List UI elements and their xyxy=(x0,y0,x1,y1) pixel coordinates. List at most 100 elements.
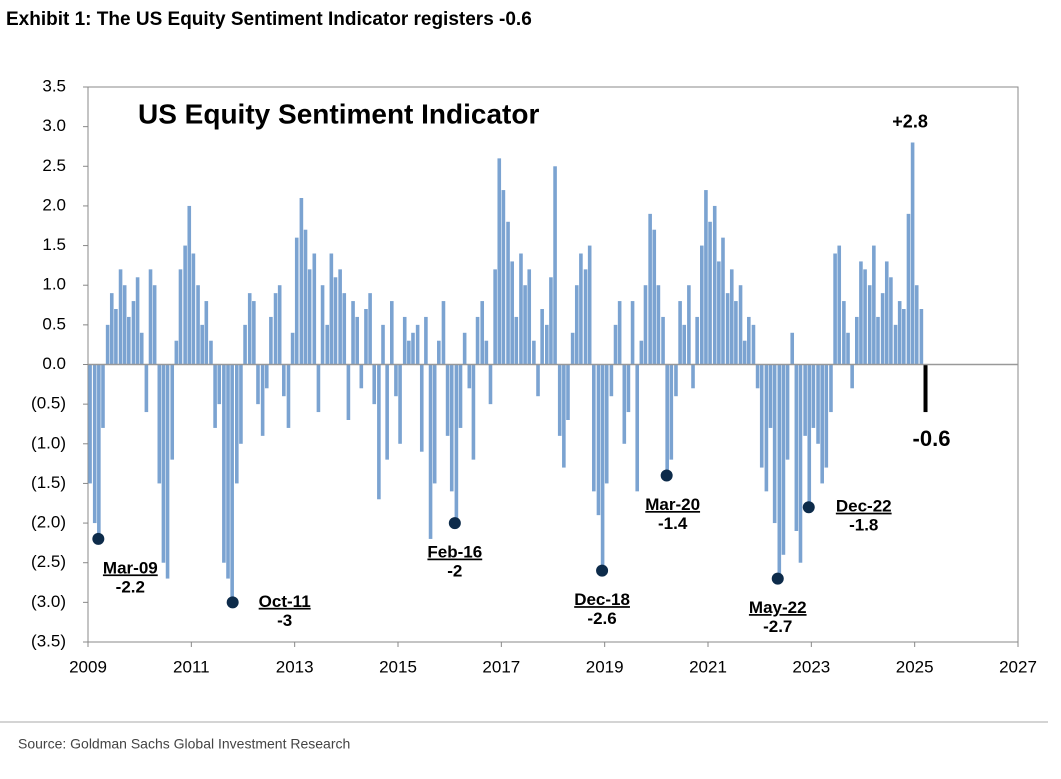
y-tick-label: (0.5) xyxy=(31,394,66,413)
bar xyxy=(781,364,786,555)
bar xyxy=(118,269,123,365)
bar xyxy=(139,332,144,365)
marker-dot xyxy=(802,501,815,514)
peak-label: +2.8 xyxy=(892,111,928,131)
bar xyxy=(247,293,252,365)
bar xyxy=(622,364,627,444)
bar xyxy=(566,364,570,420)
marker-value: -3 xyxy=(277,611,292,630)
y-tick-label: (3.0) xyxy=(31,592,66,611)
y-tick-label: 3.0 xyxy=(42,116,66,135)
bar xyxy=(592,364,596,492)
bar xyxy=(751,324,756,365)
bar xyxy=(462,332,467,365)
bar xyxy=(161,364,166,563)
bar xyxy=(441,301,446,365)
bar xyxy=(101,364,105,428)
marker-label: Feb-16 xyxy=(427,543,482,562)
bar xyxy=(768,364,773,428)
bar xyxy=(501,190,506,365)
marker-value: -2.2 xyxy=(116,577,145,596)
bar xyxy=(837,245,842,365)
bar xyxy=(148,269,153,365)
bar xyxy=(390,301,394,365)
bar xyxy=(338,269,342,365)
bar xyxy=(687,285,691,365)
bar xyxy=(665,364,669,476)
bar xyxy=(316,364,321,413)
bar xyxy=(626,364,631,413)
y-tick-label: 2.5 xyxy=(42,156,66,175)
bar xyxy=(570,332,575,365)
bar xyxy=(290,332,295,365)
bar xyxy=(674,364,678,397)
bar xyxy=(411,332,415,365)
bar xyxy=(402,316,407,365)
bar xyxy=(127,316,131,365)
y-tick-label: 2.0 xyxy=(42,195,66,214)
y-tick-label: (3.5) xyxy=(31,631,66,650)
source: Source: Goldman Sachs Global Investment … xyxy=(18,736,350,752)
bar xyxy=(152,285,157,365)
bar xyxy=(144,364,149,413)
bar xyxy=(669,364,674,460)
bar xyxy=(294,237,299,365)
bar xyxy=(678,301,682,365)
marker-label: Dec-22 xyxy=(836,497,892,516)
x-tick-label: 2009 xyxy=(69,657,107,676)
bar xyxy=(178,269,183,365)
bar xyxy=(893,324,898,365)
marker-dot xyxy=(771,572,784,585)
bar xyxy=(889,277,893,365)
y-tick-label: 0.0 xyxy=(42,354,66,373)
bar xyxy=(652,229,657,365)
bar xyxy=(604,364,609,484)
bar xyxy=(510,261,514,365)
bar xyxy=(239,364,243,444)
marker-value: -1.8 xyxy=(849,516,878,535)
x-tick-label: 2023 xyxy=(792,657,830,676)
bar xyxy=(738,285,743,365)
bar xyxy=(312,253,317,365)
bar xyxy=(867,285,872,365)
marker-label: Mar-09 xyxy=(103,558,158,577)
bar xyxy=(816,364,820,444)
bar xyxy=(540,309,544,365)
bar xyxy=(497,158,502,365)
bar xyxy=(919,309,924,365)
bar xyxy=(419,364,424,452)
heading: Exhibit 1: The US Equity Sentiment Indic… xyxy=(6,9,532,30)
bar xyxy=(777,364,782,579)
bar xyxy=(747,316,751,365)
bar xyxy=(282,364,286,397)
bar xyxy=(424,316,428,365)
bar xyxy=(850,364,854,389)
bar xyxy=(480,301,485,365)
bar xyxy=(798,364,803,563)
bar xyxy=(269,316,273,365)
marker-dot xyxy=(448,517,461,530)
bar xyxy=(587,245,592,365)
y-tick-label: (1.5) xyxy=(31,473,66,492)
bar xyxy=(122,285,127,365)
y-tick-label: 0.5 xyxy=(42,314,66,333)
marker-label: Dec-18 xyxy=(574,590,630,609)
bar xyxy=(717,261,721,365)
bar xyxy=(923,364,928,413)
bar xyxy=(829,364,833,413)
bar xyxy=(437,340,441,365)
bar xyxy=(643,285,648,365)
x-tick-label: 2017 xyxy=(482,657,520,676)
bar xyxy=(475,316,480,365)
bar xyxy=(204,301,209,365)
x-tick-label: 2021 xyxy=(689,657,727,676)
bar xyxy=(574,285,579,365)
bar xyxy=(484,340,489,365)
bar xyxy=(346,364,351,420)
bar xyxy=(329,253,334,365)
bar xyxy=(286,364,291,428)
marker-dot xyxy=(660,469,673,482)
bar xyxy=(609,364,614,397)
bar xyxy=(235,364,239,484)
